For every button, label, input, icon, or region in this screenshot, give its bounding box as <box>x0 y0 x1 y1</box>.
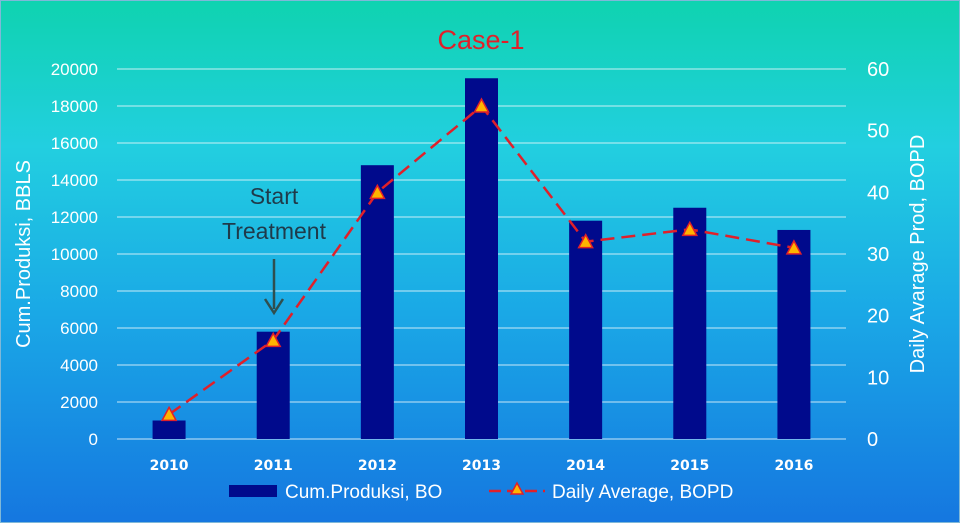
marker-2012 <box>369 183 386 200</box>
annotation-line-2: Treatment <box>222 218 327 244</box>
chart-title: Case-1 <box>437 25 524 55</box>
annotation-line-1: Start <box>250 183 299 209</box>
y-axis-left-ticks: 0 2000 4000 6000 8000 10000 12000 14000 16000 180… <box>51 60 98 449</box>
legend-marker-triangle-icon <box>509 481 525 495</box>
x-tick-label: 2016 <box>774 458 813 474</box>
bar-2010 <box>152 420 186 439</box>
legend: Cum.Produksi, BO Daily Average, BOPD <box>229 481 733 503</box>
y-tick-label: 2000 <box>60 393 98 412</box>
y2-tick-label: 20 <box>867 306 889 328</box>
x-tick-label: 2013 <box>462 458 501 474</box>
y-axis-left-label: Cum.Produksi, BBLS <box>13 160 35 348</box>
x-tick-label: 2014 <box>566 458 605 474</box>
y-axis-right-ticks: 0 10 20 30 40 50 60 <box>867 59 889 451</box>
bar-2012 <box>360 165 394 439</box>
y-tick-label: 4000 <box>60 356 98 375</box>
line-markers <box>160 97 803 422</box>
y-tick-label: 12000 <box>51 208 98 227</box>
y-tick-label: 8000 <box>60 282 98 301</box>
x-axis-ticks: 2010 2011 2012 2013 2014 2015 2016 <box>150 458 814 474</box>
y2-tick-label: 60 <box>867 59 889 81</box>
marker-2015 <box>681 220 699 237</box>
legend-swatch-bar <box>229 485 277 497</box>
marker-2016 <box>785 239 803 255</box>
x-tick-label: 2015 <box>670 458 709 474</box>
y2-tick-label: 0 <box>867 429 878 451</box>
bar-series <box>152 78 811 439</box>
y-axis-right-label: Daily Avarage Prod, BOPD <box>907 135 929 374</box>
y-tick-label: 20000 <box>51 60 98 79</box>
bar-2015 <box>673 207 707 439</box>
x-tick-label: 2011 <box>254 458 293 474</box>
y-tick-label: 14000 <box>51 171 98 190</box>
bar-2013 <box>465 78 498 439</box>
marker-2013 <box>473 97 490 113</box>
legend-label-line: Daily Average, BOPD <box>552 482 733 503</box>
y2-tick-label: 50 <box>867 121 889 143</box>
bar-2016 <box>777 229 811 439</box>
marker-2011 <box>264 331 282 348</box>
y-tick-label: 0 <box>89 430 98 449</box>
marker-2010 <box>160 405 178 422</box>
y-tick-label: 6000 <box>60 319 98 338</box>
y2-tick-label: 10 <box>867 367 889 389</box>
y2-tick-label: 30 <box>867 244 889 266</box>
legend-label-bar: Cum.Produksi, BO <box>285 482 442 503</box>
x-tick-label: 2010 <box>150 458 189 474</box>
bar-2014 <box>569 220 603 439</box>
y-tick-label: 16000 <box>51 134 98 153</box>
annotation-arrowhead-icon <box>263 298 285 316</box>
y-tick-label: 10000 <box>51 245 98 264</box>
y2-tick-label: 40 <box>867 182 889 204</box>
x-tick-label: 2012 <box>358 458 397 474</box>
y-tick-label: 18000 <box>51 97 98 116</box>
start-treatment-annotation: Start Treatment <box>222 183 327 316</box>
marker-2014 <box>577 233 594 249</box>
